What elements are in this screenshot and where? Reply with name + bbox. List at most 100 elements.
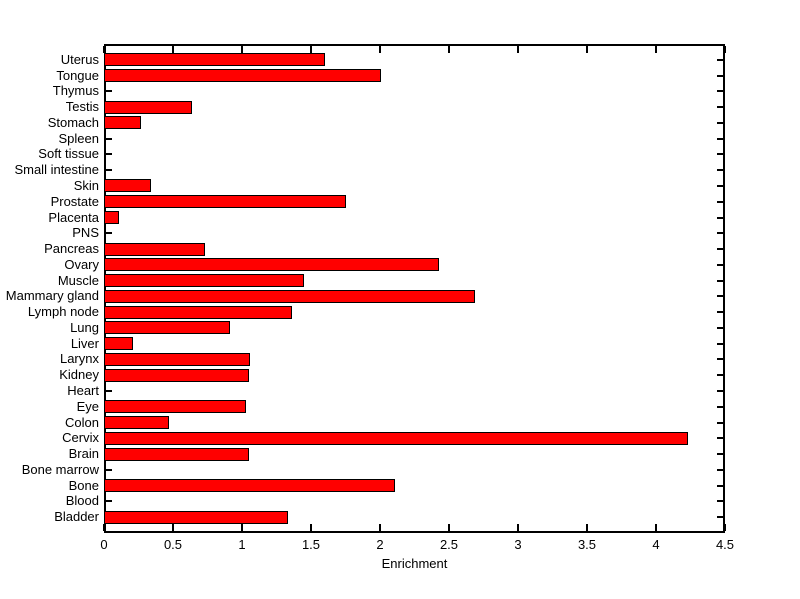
- y-tick-label: Kidney: [59, 367, 99, 383]
- y-tick-mark-left: [106, 390, 112, 393]
- y-tick-mark-right: [717, 248, 723, 251]
- y-tick-mark-right: [717, 342, 723, 345]
- y-tick-label: Heart: [67, 383, 99, 399]
- y-tick-mark-left: [106, 500, 112, 503]
- x-tick-label: 3.5: [577, 537, 597, 552]
- y-tick-label: Liver: [70, 335, 99, 351]
- x-tick-mark-top: [310, 46, 312, 53]
- y-tick-mark-right: [717, 358, 723, 361]
- x-tick-label: 1: [238, 537, 246, 552]
- y-tick-label: Skin: [73, 177, 99, 193]
- y-tick-mark-right: [717, 153, 723, 156]
- x-tick-mark-bottom: [241, 524, 243, 531]
- bar-pancreas: [104, 242, 205, 256]
- y-tick-mark-right: [717, 484, 723, 487]
- y-tick-label: Larynx: [59, 351, 99, 367]
- bar-eye: [104, 400, 247, 414]
- x-tick-label: 0.5: [163, 537, 183, 552]
- x-tick-mark-bottom: [517, 524, 519, 531]
- y-tick-mark-right: [717, 121, 723, 124]
- x-tick-mark-bottom: [655, 524, 657, 531]
- y-tick-label: Colon: [65, 414, 99, 430]
- bar-tongue: [104, 69, 382, 83]
- y-tick-label: Spleen: [58, 130, 99, 146]
- y-tick-label: Thymus: [52, 83, 99, 99]
- x-tick-mark-top: [586, 46, 588, 53]
- y-tick-label: Bladder: [54, 509, 99, 525]
- bar-lymph-node: [104, 305, 292, 319]
- y-tick-mark-right: [717, 453, 723, 456]
- y-tick-label: Lymph node: [27, 304, 99, 320]
- y-tick-mark-right: [717, 232, 723, 235]
- bar-liver: [104, 337, 133, 351]
- x-tick-label: 1.5: [301, 537, 321, 552]
- x-tick-label: 3: [514, 537, 522, 552]
- y-tick-mark-right: [717, 137, 723, 140]
- y-tick-mark-left: [106, 232, 112, 235]
- y-tick-label: Bone: [68, 477, 99, 493]
- x-tick-mark-bottom: [448, 524, 450, 531]
- y-tick-mark-right: [717, 468, 723, 471]
- bar-brain: [104, 447, 249, 461]
- y-tick-label: Placenta: [48, 209, 99, 225]
- bar-uterus: [104, 53, 325, 67]
- x-axis-label: Enrichment: [381, 556, 448, 571]
- y-tick-mark-right: [717, 500, 723, 503]
- bar-placenta: [104, 211, 120, 225]
- bar-larynx: [104, 352, 251, 366]
- y-tick-mark-right: [717, 58, 723, 61]
- x-tick-mark-top: [655, 46, 657, 53]
- y-tick-label: Stomach: [47, 114, 99, 130]
- y-tick-mark-right: [717, 295, 723, 298]
- x-tick-label: 0: [100, 537, 108, 552]
- bar-cervix: [104, 431, 688, 445]
- x-tick-mark-top: [448, 46, 450, 53]
- bar-stomach: [104, 116, 142, 130]
- bar-skin: [104, 179, 151, 193]
- y-tick-mark-right: [717, 216, 723, 219]
- y-tick-mark-right: [717, 106, 723, 109]
- bar-testis: [104, 100, 193, 114]
- bar-bone: [104, 479, 396, 493]
- x-tick-mark-top: [379, 46, 381, 53]
- y-tick-label: Blood: [65, 493, 99, 509]
- x-tick-mark-bottom: [172, 524, 174, 531]
- x-tick-mark-bottom: [586, 524, 588, 531]
- y-tick-mark-right: [717, 200, 723, 203]
- bar-bladder: [104, 510, 288, 524]
- x-tick-label: 2.5: [439, 537, 459, 552]
- x-tick-mark-top: [241, 46, 243, 53]
- y-tick-mark-right: [717, 437, 723, 440]
- y-tick-mark-right: [717, 184, 723, 187]
- y-tick-mark-left: [106, 169, 112, 172]
- y-tick-mark-left: [106, 153, 112, 156]
- x-tick-mark-bottom: [379, 524, 381, 531]
- bar-kidney: [104, 368, 249, 382]
- y-tick-label: Tongue: [56, 67, 99, 83]
- bar-mammary-gland: [104, 289, 476, 303]
- x-tick-mark-bottom: [103, 524, 105, 531]
- x-tick-mark-top: [103, 46, 105, 53]
- y-tick-label: Cervix: [62, 430, 99, 446]
- bar-prostate: [104, 195, 346, 209]
- x-tick-mark-top: [724, 46, 726, 53]
- y-tick-mark-right: [717, 405, 723, 408]
- bar-lung: [104, 321, 230, 335]
- y-tick-mark-right: [717, 311, 723, 314]
- bar-muscle: [104, 274, 305, 288]
- y-tick-label: Testis: [65, 99, 99, 115]
- x-tick-mark-bottom: [310, 524, 312, 531]
- bar-ovary: [104, 258, 440, 272]
- y-tick-label: Eye: [76, 398, 99, 414]
- y-tick-label: Uterus: [60, 51, 99, 67]
- y-tick-mark-left: [106, 137, 112, 140]
- x-tick-label: 4.5: [715, 537, 735, 552]
- y-tick-mark-right: [717, 279, 723, 282]
- y-tick-mark-right: [717, 326, 723, 329]
- bar-colon: [104, 416, 169, 430]
- y-tick-label: Small intestine: [14, 162, 99, 178]
- y-tick-mark-left: [106, 468, 112, 471]
- x-tick-label: 2: [376, 537, 384, 552]
- x-tick-mark-bottom: [724, 524, 726, 531]
- x-tick-mark-top: [517, 46, 519, 53]
